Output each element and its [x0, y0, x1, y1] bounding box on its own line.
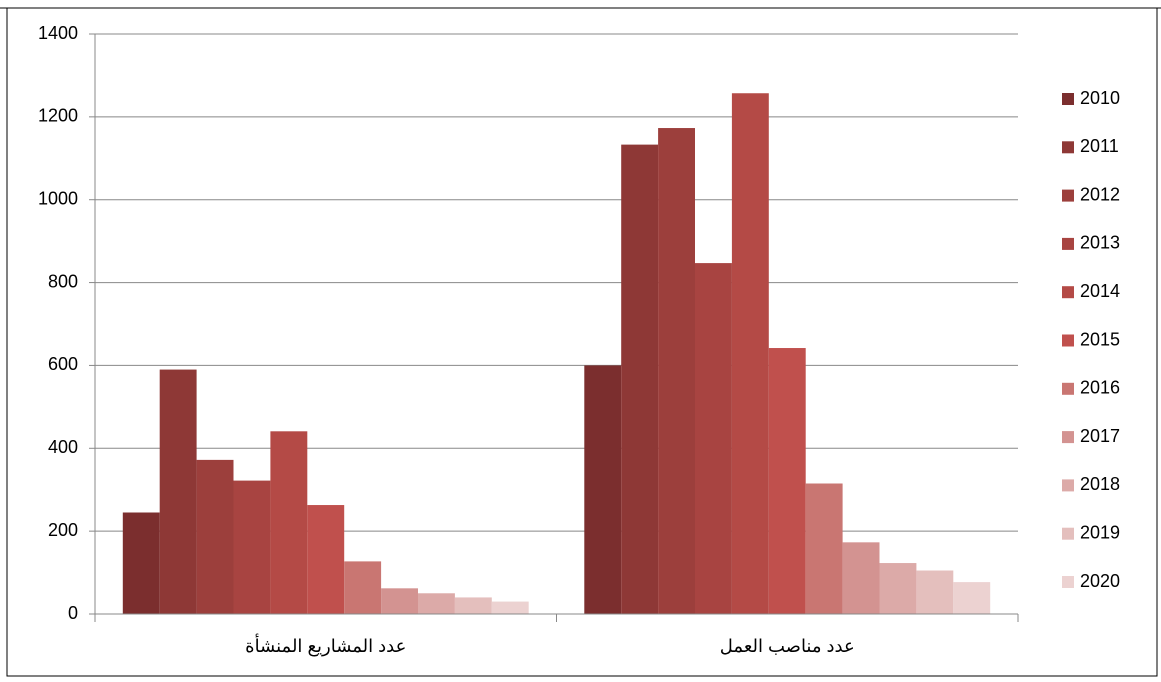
legend-label: 2010	[1080, 88, 1120, 108]
bar	[491, 601, 529, 614]
legend-label: 2020	[1080, 571, 1120, 591]
y-tick-label: 800	[48, 271, 78, 291]
bar	[879, 563, 917, 614]
y-tick-label: 1000	[38, 188, 78, 208]
legend-swatch	[1062, 141, 1074, 154]
legend-swatch	[1062, 527, 1074, 540]
y-tick-label: 1200	[38, 106, 78, 126]
y-tick-label: 600	[48, 354, 78, 374]
y-tick-label: 1400	[38, 23, 78, 43]
bar	[196, 459, 234, 614]
legend-swatch	[1062, 479, 1074, 492]
bar	[916, 570, 954, 614]
bar	[842, 542, 880, 614]
bar	[381, 588, 418, 614]
legend-label: 2014	[1080, 281, 1120, 301]
bar	[233, 480, 271, 614]
bar	[621, 144, 659, 614]
bar	[768, 348, 806, 614]
legend-label: 2012	[1080, 184, 1120, 204]
bar	[805, 483, 843, 614]
y-tick-label: 400	[48, 437, 78, 457]
legend-label: 2018	[1080, 474, 1120, 494]
bar	[418, 593, 455, 614]
bar	[159, 369, 197, 614]
legend-label: 2011	[1080, 136, 1119, 156]
legend-swatch	[1062, 576, 1074, 588]
legend-swatch	[1062, 431, 1074, 444]
bar	[270, 431, 308, 614]
bar	[731, 93, 769, 614]
bar	[953, 582, 991, 614]
legend-swatch	[1062, 382, 1074, 395]
bar	[695, 263, 732, 614]
legend-label: 2013	[1080, 233, 1120, 253]
bar	[344, 561, 382, 614]
y-tick-label: 0	[68, 603, 78, 623]
legend-swatch	[1062, 334, 1074, 347]
x-tick-label: عدد مناصب العمل	[720, 636, 855, 656]
bar	[658, 128, 695, 615]
legend-label: 2015	[1080, 329, 1120, 349]
bar	[307, 505, 345, 614]
legend-swatch	[1062, 286, 1074, 299]
bar	[584, 365, 622, 614]
bar	[454, 597, 492, 614]
x-tick-label: عدد المشاريع المنشأة	[245, 633, 406, 657]
legend-label: 2017	[1080, 426, 1120, 446]
legend-label: 2019	[1080, 522, 1120, 542]
legend-swatch	[1062, 93, 1074, 105]
legend-label: 2016	[1080, 378, 1120, 398]
bar	[122, 512, 160, 614]
legend-swatch	[1062, 189, 1074, 202]
y-tick-label: 200	[48, 520, 78, 540]
legend-swatch	[1062, 237, 1074, 250]
